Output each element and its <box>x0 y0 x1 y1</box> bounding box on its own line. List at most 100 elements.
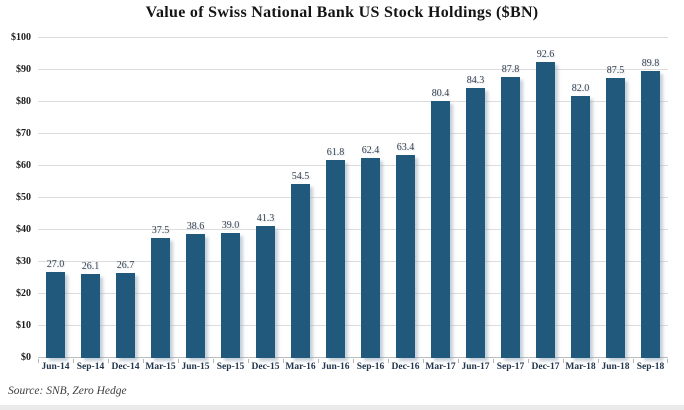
bar-group: 87.8 <box>493 38 528 358</box>
bar <box>501 77 520 358</box>
x-axis-label: Dec-15 <box>251 362 280 372</box>
bar-value-label: 26.1 <box>81 261 100 273</box>
axis-tick <box>528 359 529 363</box>
y-axis-label: $70 <box>16 128 31 139</box>
axis-tick <box>143 359 144 363</box>
bar <box>326 160 345 358</box>
axis-tick <box>73 359 74 363</box>
bar-group: 87.5 <box>598 38 633 358</box>
axis-tick <box>458 359 459 363</box>
bar-group: 84.3 <box>458 38 493 358</box>
axis-tick <box>633 359 634 363</box>
bar-group: 61.8 <box>318 38 353 358</box>
y-axis-label: $30 <box>16 256 31 267</box>
bar-value-label: 87.8 <box>501 64 520 76</box>
bar <box>396 155 415 358</box>
bar <box>536 61 555 358</box>
x-axis-label: Mar-18 <box>565 362 596 372</box>
bar-value-label: 62.4 <box>361 145 380 157</box>
x-axis-label: Sep-14 <box>76 362 105 372</box>
bottom-strip <box>0 405 684 410</box>
axis-tick <box>563 359 564 363</box>
bar-value-label: 41.3 <box>256 212 275 224</box>
x-axis-label: Jun-17 <box>461 362 490 372</box>
x-axis-label: Sep-16 <box>356 362 385 372</box>
bar-value-label: 38.6 <box>186 221 205 233</box>
x-axis-label: Jun-14 <box>41 362 70 372</box>
bar-value-label: 92.6 <box>536 48 555 60</box>
axis-tick <box>598 359 599 363</box>
x-axis-label: Sep-18 <box>636 362 665 372</box>
bar <box>571 95 590 358</box>
bar-group: 80.4 <box>423 38 458 358</box>
plot-area: 27.0 26.1 26.7 37.5 38.6 39.0 41.3 54.5 61.8 62.4… <box>38 37 668 358</box>
bar-value-label: 87.5 <box>606 65 625 76</box>
bar <box>466 88 485 358</box>
bar-group: 37.5 <box>143 38 178 358</box>
x-axis-label: Sep-17 <box>496 362 525 372</box>
bars: 27.0 26.1 26.7 37.5 38.6 39.0 41.3 54.5 61.8 62.4… <box>38 38 668 358</box>
y-axis-label: $50 <box>16 192 31 203</box>
axis-tick <box>108 359 109 363</box>
x-ticks <box>38 359 668 363</box>
y-axis-label: $0 <box>21 352 31 363</box>
bar-value-label: 63.4 <box>396 142 415 154</box>
axis-tick <box>38 359 39 363</box>
gridline <box>38 37 668 38</box>
x-axis-label: Jun-18 <box>601 362 630 372</box>
x-axis-label: Dec-16 <box>391 362 420 372</box>
source-note: Source: SNB, Zero Hedge <box>8 385 127 397</box>
bar <box>186 234 205 358</box>
y-axis-label: $40 <box>16 224 31 235</box>
axis-tick <box>248 359 249 363</box>
x-axis-label: Sep-15 <box>216 362 245 372</box>
axis-tick <box>283 359 284 363</box>
axis-tick <box>667 359 668 363</box>
axis-tick <box>493 359 494 363</box>
gridline <box>38 133 668 134</box>
y-axis: $0 $10 $20 $30 $40 $50 $60 $70 $80 $90 $100 <box>0 32 34 363</box>
bar-value-label: 84.3 <box>466 75 485 87</box>
bar-value-label: 37.5 <box>151 225 170 236</box>
bar-group: 54.5 <box>283 38 318 358</box>
bar <box>151 238 170 358</box>
bar <box>291 183 310 358</box>
bar-group: 82.0 <box>563 38 598 358</box>
bar-value-label: 61.8 <box>326 147 345 159</box>
y-axis-label: $20 <box>16 288 31 299</box>
bar-value-label: 89.8 <box>641 57 660 69</box>
bar <box>641 70 660 358</box>
gridline <box>38 165 668 166</box>
x-axis-label: Dec-14 <box>111 362 140 372</box>
bar <box>81 274 100 358</box>
x-axis-label: Jun-15 <box>181 362 210 372</box>
bar-group: 89.8 <box>633 38 668 358</box>
gridline <box>38 293 668 294</box>
x-axis-line <box>38 357 668 358</box>
bar-group: 26.1 <box>73 38 108 358</box>
bar <box>116 272 135 358</box>
x-axis-label: Dec-17 <box>531 362 560 372</box>
bar <box>431 100 450 358</box>
bar-group: 27.0 <box>38 38 73 358</box>
bar <box>256 225 275 358</box>
bar-group: 38.6 <box>178 38 213 358</box>
bar-value-label: 82.0 <box>571 82 590 94</box>
y-axis-label: $100 <box>11 32 31 43</box>
y-axis-label: $60 <box>16 160 31 171</box>
gridline <box>38 197 668 198</box>
bar <box>46 271 65 358</box>
gridline <box>38 101 668 102</box>
bar-group: 63.4 <box>388 38 423 358</box>
bar-group: 26.7 <box>108 38 143 358</box>
y-axis-label: $10 <box>16 320 31 331</box>
gridline <box>38 229 668 230</box>
y-axis-label: $80 <box>16 96 31 107</box>
axis-tick <box>388 359 389 363</box>
x-axis-label: Mar-16 <box>285 362 316 372</box>
axis-tick <box>213 359 214 363</box>
bar-group: 62.4 <box>353 38 388 358</box>
chart-title: Value of Swiss National Bank US Stock Ho… <box>145 4 539 21</box>
bar-group: 39.0 <box>213 38 248 358</box>
bar-value-label: 54.5 <box>291 170 310 182</box>
